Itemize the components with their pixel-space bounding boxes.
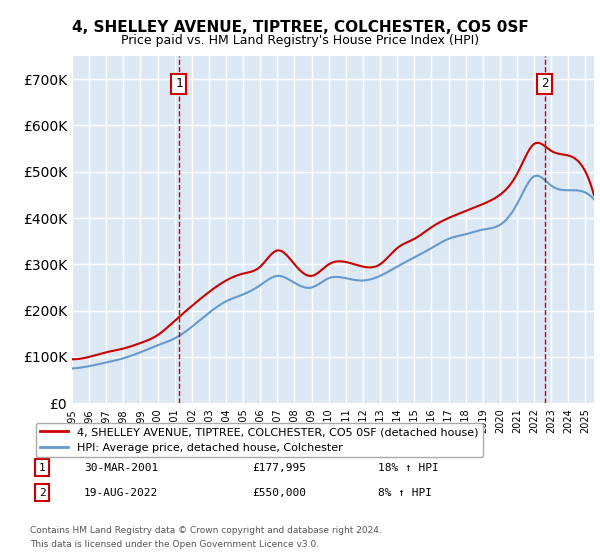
Text: £550,000: £550,000 — [252, 488, 306, 498]
Text: 8% ↑ HPI: 8% ↑ HPI — [378, 488, 432, 498]
Text: 1: 1 — [38, 463, 46, 473]
Text: 1: 1 — [175, 77, 182, 90]
Text: 19-AUG-2022: 19-AUG-2022 — [84, 488, 158, 498]
Text: Contains HM Land Registry data © Crown copyright and database right 2024.: Contains HM Land Registry data © Crown c… — [30, 526, 382, 535]
Text: 2: 2 — [38, 488, 46, 498]
Text: Price paid vs. HM Land Registry's House Price Index (HPI): Price paid vs. HM Land Registry's House … — [121, 34, 479, 46]
Text: 2: 2 — [541, 77, 548, 90]
Text: 18% ↑ HPI: 18% ↑ HPI — [378, 463, 439, 473]
Text: This data is licensed under the Open Government Licence v3.0.: This data is licensed under the Open Gov… — [30, 540, 319, 549]
Legend: 4, SHELLEY AVENUE, TIPTREE, COLCHESTER, CO5 0SF (detached house), HPI: Average p: 4, SHELLEY AVENUE, TIPTREE, COLCHESTER, … — [35, 423, 482, 457]
Text: £177,995: £177,995 — [252, 463, 306, 473]
Text: 4, SHELLEY AVENUE, TIPTREE, COLCHESTER, CO5 0SF: 4, SHELLEY AVENUE, TIPTREE, COLCHESTER, … — [71, 20, 529, 35]
Text: 30-MAR-2001: 30-MAR-2001 — [84, 463, 158, 473]
